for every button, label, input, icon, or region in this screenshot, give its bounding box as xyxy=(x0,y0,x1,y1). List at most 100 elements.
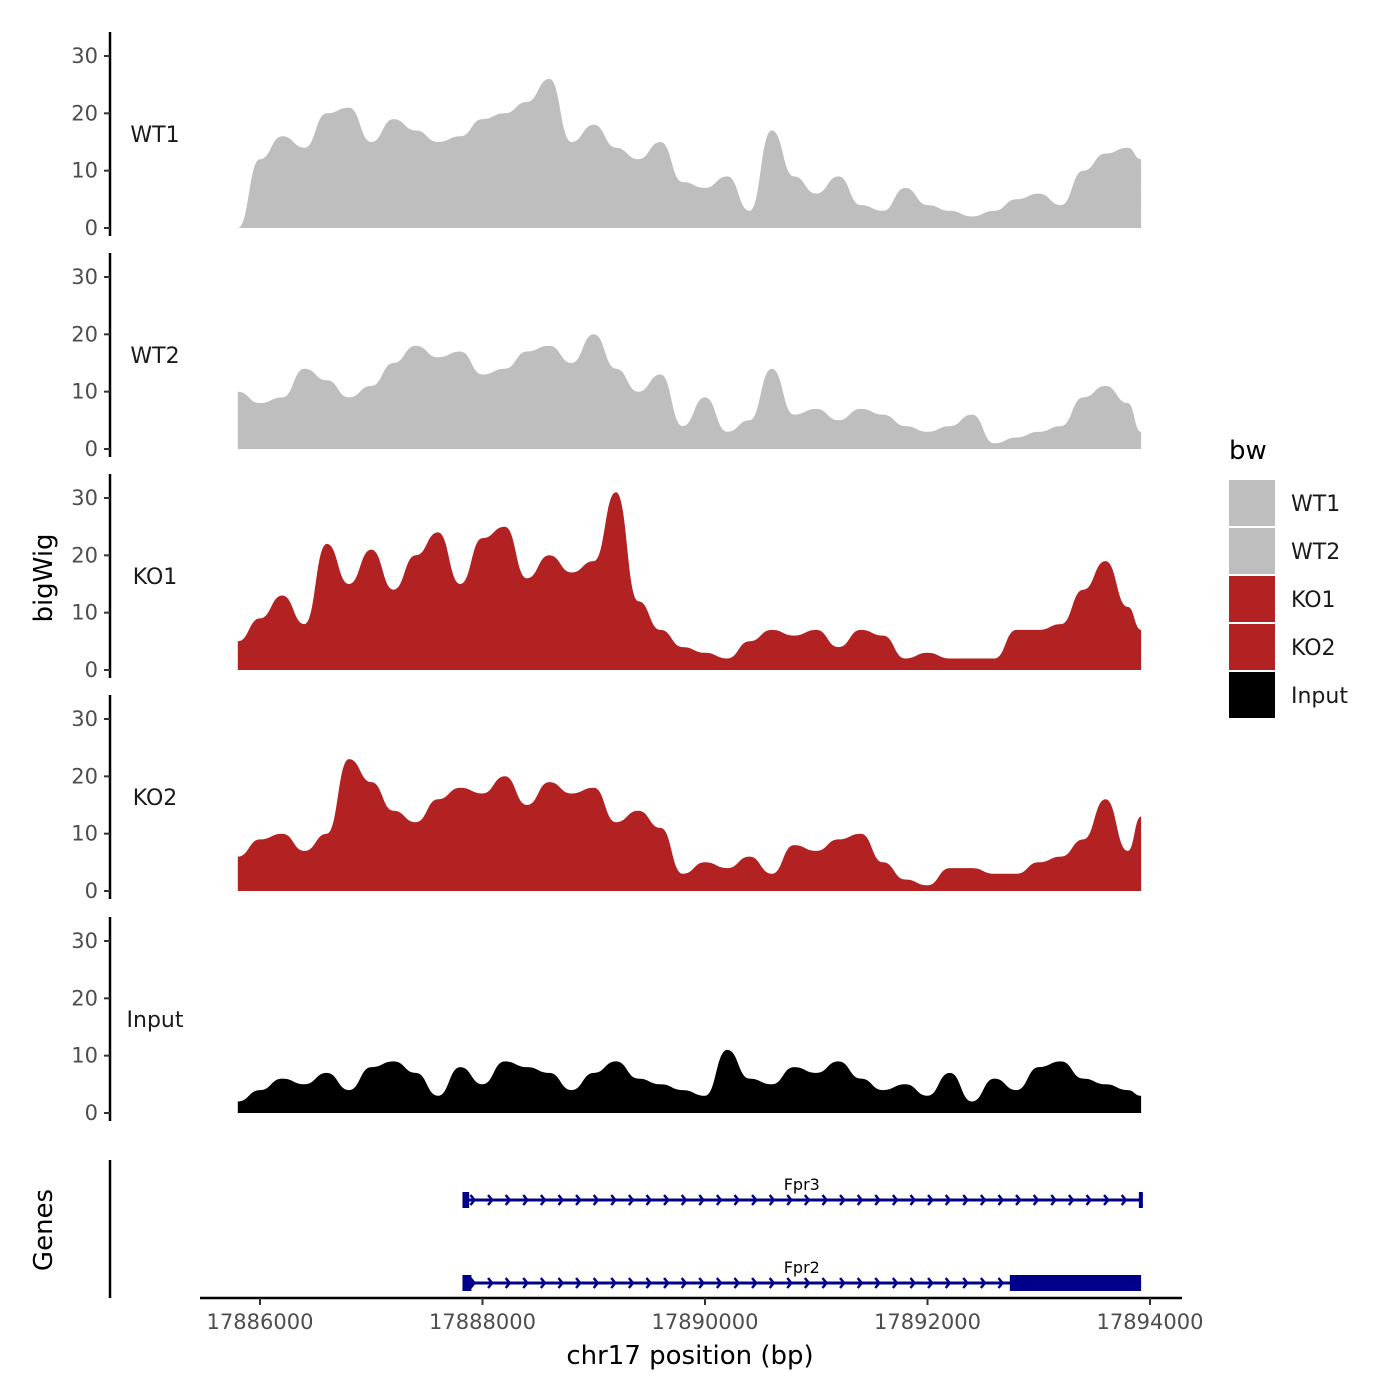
strand-arrow xyxy=(557,1194,565,1206)
signal-area-wt1 xyxy=(237,78,1142,229)
strand-arrow xyxy=(839,1194,846,1206)
strand-arrow xyxy=(768,1194,776,1206)
strand-arrow xyxy=(698,1277,705,1289)
strand-arrow xyxy=(522,1194,529,1206)
y-axis-title: bigWig xyxy=(29,533,59,622)
legend-swatch xyxy=(1229,624,1275,670)
track-label: KO2 xyxy=(133,786,178,811)
strand-arrow xyxy=(891,1194,899,1206)
exon xyxy=(462,1275,472,1291)
strand-arrow xyxy=(645,1277,653,1289)
strand-arrow xyxy=(891,1277,899,1289)
track-label: Input xyxy=(127,1008,184,1033)
strand-arrow xyxy=(856,1277,864,1289)
strand-arrow xyxy=(751,1194,758,1206)
strand-arrow xyxy=(680,1194,688,1206)
y-tick-label: 20 xyxy=(71,986,98,1010)
strand-arrow xyxy=(1050,1194,1057,1206)
x-axis-title: chr17 position (bp) xyxy=(566,1341,813,1371)
strand-arrow xyxy=(821,1194,829,1206)
strand-arrow xyxy=(803,1277,811,1289)
exon xyxy=(1009,1275,1142,1291)
strand-arrow xyxy=(1120,1194,1128,1206)
legend-swatch xyxy=(1229,576,1275,622)
strand-arrow xyxy=(927,1194,934,1206)
strand-arrow xyxy=(786,1194,793,1206)
panel-wt1: 0 10 20 30 WT1 xyxy=(71,32,1142,240)
y-tick-label: 10 xyxy=(71,601,98,625)
strand-arrow xyxy=(504,1194,512,1206)
strand-arrow xyxy=(733,1277,741,1289)
y-tick-label: 10 xyxy=(71,822,98,846)
strand-arrow xyxy=(997,1277,1005,1289)
strand-arrow xyxy=(504,1277,512,1289)
panel-input: 0 10 20 30 Input xyxy=(71,917,1142,1125)
y-tick-label: 0 xyxy=(85,216,98,240)
y-tick-label: 0 xyxy=(85,437,98,461)
legend-label: Input xyxy=(1291,684,1348,709)
genes-track: Fpr3 Fpr2 xyxy=(108,1160,1143,1298)
strand-arrow xyxy=(469,1277,477,1289)
track-label: WT1 xyxy=(130,123,179,148)
gene-label: Fpr3 xyxy=(784,1175,820,1194)
signal-area-wt2 xyxy=(237,334,1142,449)
legend-item-wt1: WT1 xyxy=(1229,480,1340,526)
strand-arrow xyxy=(997,1194,1005,1206)
strand-arrow xyxy=(1032,1194,1040,1206)
gene-label: Fpr2 xyxy=(784,1258,820,1277)
strand-arrow xyxy=(680,1277,688,1289)
strand-arrow xyxy=(592,1194,600,1206)
strand-arrow xyxy=(768,1277,776,1289)
legend-title: bw xyxy=(1229,436,1267,466)
y-tick-label: 30 xyxy=(71,265,98,289)
strand-arrow xyxy=(979,1277,987,1289)
legend-swatch xyxy=(1229,480,1275,526)
strand-arrow xyxy=(663,1277,670,1289)
panel-ko1: 0 10 20 30 KO1 xyxy=(71,474,1142,682)
strand-arrow xyxy=(751,1277,758,1289)
panel-wt2: 0 10 20 30 WT2 xyxy=(71,253,1142,461)
strand-arrow xyxy=(627,1277,635,1289)
x-tick-label: 17894000 xyxy=(1097,1310,1204,1334)
strand-arrow xyxy=(469,1194,477,1206)
exon xyxy=(462,1192,470,1208)
y-tick-label: 20 xyxy=(71,543,98,567)
y-tick-label: 30 xyxy=(71,44,98,68)
strand-arrow xyxy=(821,1277,829,1289)
gene-fpr2: Fpr2 xyxy=(462,1258,1142,1291)
y-tick-label: 0 xyxy=(85,879,98,903)
strand-arrow xyxy=(592,1277,600,1289)
legend-swatch xyxy=(1229,672,1275,718)
strand-arrow xyxy=(698,1194,705,1206)
legend-item-wt2: WT2 xyxy=(1229,528,1340,574)
strand-arrow xyxy=(487,1277,494,1289)
track-label: KO1 xyxy=(133,565,178,590)
x-axis: 17886000 17888000 17890000 17892000 17894000 xyxy=(200,1296,1204,1334)
legend-swatch xyxy=(1229,528,1275,574)
y-tick-label: 20 xyxy=(71,764,98,788)
panel-ko2: 0 10 20 30 KO2 xyxy=(71,695,1142,903)
strand-arrow xyxy=(487,1194,494,1206)
gene-fpr3: Fpr3 xyxy=(462,1175,1143,1208)
y-tick-label: 30 xyxy=(71,707,98,731)
strand-arrow xyxy=(927,1277,934,1289)
y-tick-label: 30 xyxy=(71,929,98,953)
strand-arrow xyxy=(874,1194,881,1206)
exon xyxy=(1138,1192,1143,1208)
legend-item-ko2: KO2 xyxy=(1229,624,1336,670)
signal-area-input xyxy=(237,1049,1142,1113)
genes-track-title: Genes xyxy=(29,1189,59,1271)
strand-arrow xyxy=(610,1277,617,1289)
y-tick-label: 0 xyxy=(85,1101,98,1125)
strand-arrow xyxy=(557,1277,565,1289)
strand-arrow xyxy=(944,1194,952,1206)
legend-label: WT1 xyxy=(1291,492,1340,517)
legend-item-input: Input xyxy=(1229,672,1348,718)
y-tick-label: 20 xyxy=(71,322,98,346)
strand-arrow xyxy=(522,1277,529,1289)
strand-arrow xyxy=(539,1194,547,1206)
strand-arrow xyxy=(539,1277,547,1289)
strand-arrow xyxy=(1085,1194,1093,1206)
strand-arrow xyxy=(1015,1194,1022,1206)
strand-arrow xyxy=(645,1194,653,1206)
